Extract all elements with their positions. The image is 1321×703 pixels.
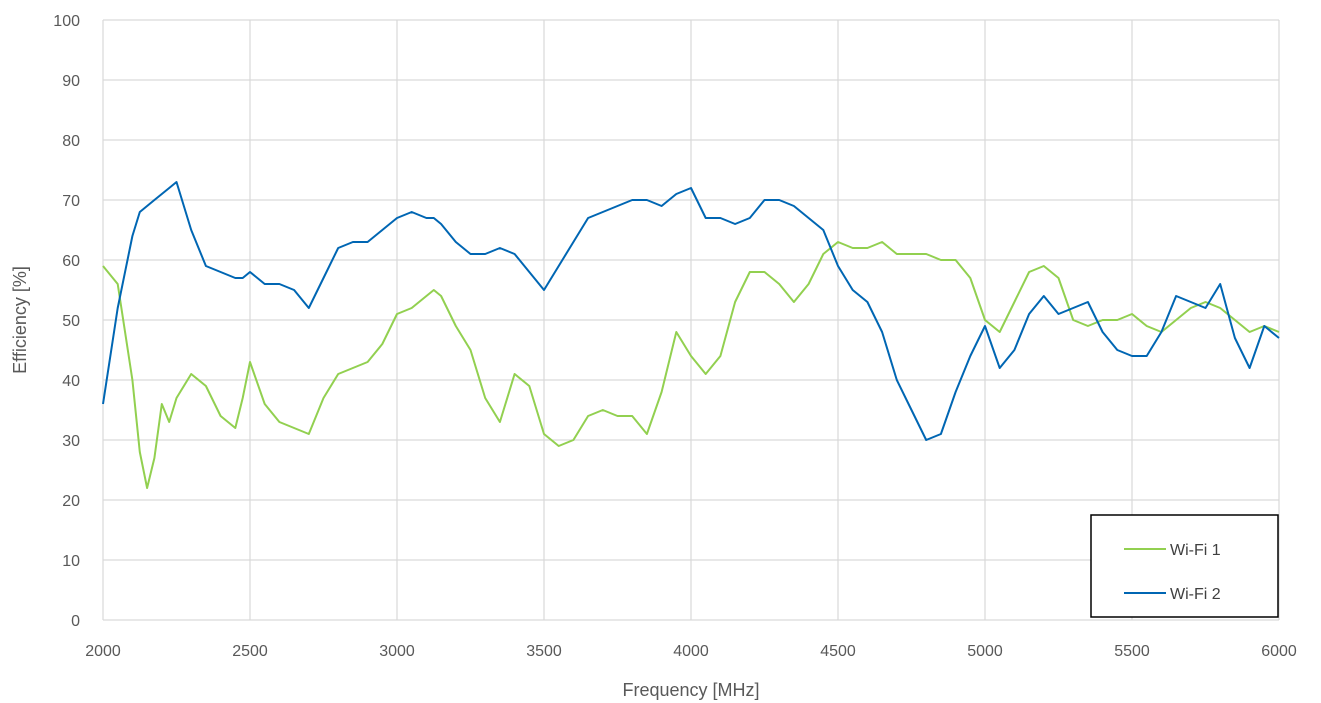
x-tick-labels: 2000 2500 3000 3500 4000 4500 5000 5500 6000 [85, 643, 1297, 660]
x-tick-label: 4500 [820, 643, 856, 660]
y-axis-title: Efficiency [%] [10, 266, 30, 374]
x-axis-title: Frequency [MHz] [622, 680, 759, 700]
y-tick-label: 90 [62, 73, 80, 90]
x-tick-label: 4000 [673, 643, 709, 660]
y-tick-label: 30 [62, 433, 80, 450]
legend-box [1090, 514, 1279, 618]
y-tick-label: 10 [62, 553, 80, 570]
y-tick-label: 40 [62, 373, 80, 390]
legend-label-wifi-2: Wi-Fi 2 [1170, 586, 1221, 603]
x-tick-label: 3000 [379, 643, 415, 660]
legend-label-wifi-1: Wi-Fi 1 [1170, 542, 1221, 559]
y-tick-label: 100 [53, 13, 80, 30]
y-tick-label: 50 [62, 313, 80, 330]
series-lines [102, 181, 1280, 489]
y-tick-label: 20 [62, 493, 80, 510]
y-tick-labels: 0 10 20 30 40 50 60 70 80 90 100 [53, 13, 80, 630]
legend: Wi-Fi 1 Wi-Fi 2 [1090, 514, 1279, 618]
y-tick-label: 80 [62, 133, 80, 150]
x-tick-label: 5500 [1114, 643, 1150, 660]
x-tick-label: 3500 [526, 643, 562, 660]
y-tick-label: 0 [71, 613, 80, 630]
series-line-wi-fi-2 [102, 181, 1280, 441]
series-line-wi-fi-1 [102, 241, 1280, 489]
y-tick-label: 70 [62, 193, 80, 210]
x-tick-label: 2000 [85, 643, 121, 660]
x-tick-label: 6000 [1261, 643, 1297, 660]
y-tick-label: 60 [62, 253, 80, 270]
x-tick-label: 5000 [967, 643, 1003, 660]
x-tick-label: 2500 [232, 643, 268, 660]
